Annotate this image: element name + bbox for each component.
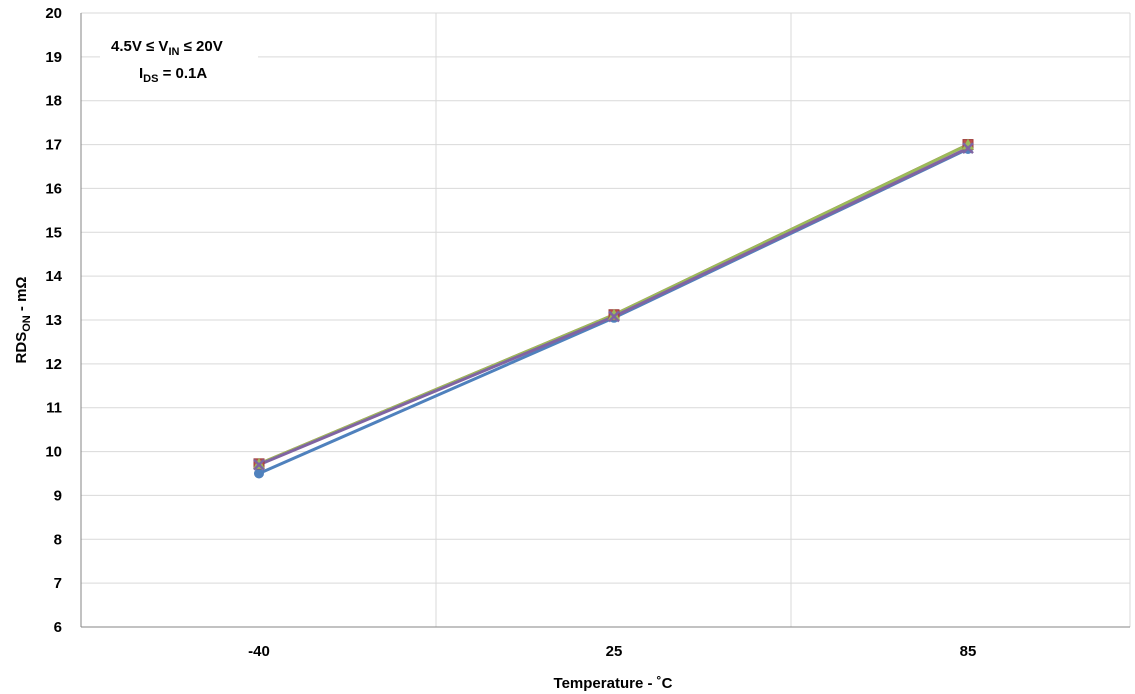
y-tick-label: 12	[45, 356, 62, 373]
annotation-line-2: IDS = 0.1A	[139, 65, 207, 85]
series-lines	[258, 143, 969, 475]
y-tick-labels: 6 7 8 9 10 11 12 13 14 15 16 17 18 19 20	[45, 5, 62, 636]
x-axis-title: Temperature - ˚C	[554, 675, 673, 692]
y-axis-title: RDSON - mΩ	[13, 277, 33, 364]
series-point	[608, 308, 620, 320]
y-tick-label: 13	[45, 312, 62, 329]
y-axis-title-rest: - mΩ	[13, 277, 30, 316]
annotation-vin-prefix: 4.5V ≤ V	[111, 38, 168, 55]
y-tick-label: 16	[45, 180, 62, 197]
y-tick-label: 9	[54, 487, 62, 504]
annotation-ids-suffix: = 0.1A	[158, 65, 207, 82]
series-point	[253, 458, 265, 471]
x-tick-label: 85	[960, 643, 977, 660]
series-point-stroke	[608, 310, 620, 323]
x-tick-labels: -40 25 85	[248, 643, 976, 660]
series-line	[258, 143, 969, 466]
y-axis-title-main: RDS	[13, 332, 30, 364]
y-tick-label: 8	[54, 531, 62, 548]
annotation-ids-subscript: DS	[143, 73, 158, 85]
series-point	[962, 142, 974, 154]
series-markers	[253, 138, 974, 479]
series-point	[608, 310, 620, 323]
series-point-stroke	[253, 458, 265, 471]
y-tick-label: 14	[45, 268, 62, 285]
x-tick-label: 25	[606, 643, 623, 660]
y-tick-label: 10	[45, 444, 62, 461]
annotation-background	[100, 30, 258, 100]
series-point-stroke	[962, 142, 974, 154]
y-tick-label: 6	[54, 619, 62, 636]
y-tick-label: 20	[45, 5, 62, 22]
y-tick-label: 18	[45, 93, 62, 110]
y-tick-label: 19	[45, 49, 62, 66]
series-line	[258, 143, 969, 466]
y-tick-label: 17	[45, 137, 62, 154]
annotation-ids-prefix: I	[139, 65, 143, 82]
annotation-vin-subscript: IN	[168, 46, 179, 58]
annotation-vin-suffix: ≤ 20V	[179, 38, 222, 55]
annotation-line-1: 4.5V ≤ VIN ≤ 20V	[111, 38, 223, 58]
y-tick-label: 7	[54, 575, 62, 592]
grid	[80, 12, 1131, 628]
y-tick-label: 11	[46, 400, 62, 417]
y-axis-title-subscript: ON	[21, 315, 33, 332]
y-tick-label: 15	[45, 224, 62, 241]
series-point	[254, 468, 264, 479]
x-tick-label: -40	[248, 643, 270, 660]
conditions-annotation: 4.5V ≤ VIN ≤ 20V IDS = 0.1A	[100, 30, 258, 100]
